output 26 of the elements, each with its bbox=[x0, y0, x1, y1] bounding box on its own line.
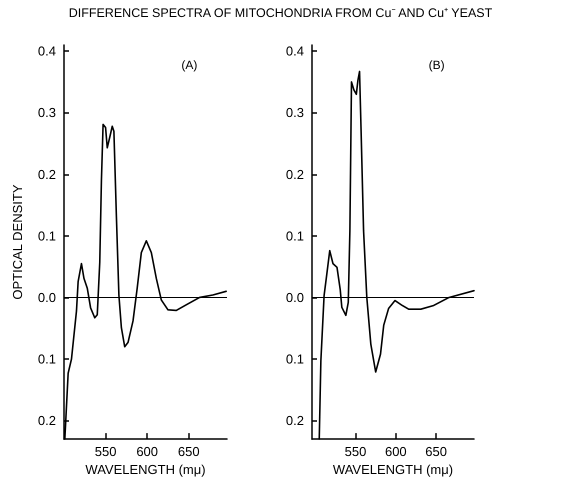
y-tick-label: 0.1 bbox=[38, 352, 56, 367]
x-tick-label: 650 bbox=[425, 444, 447, 460]
y-tick-label: 0.1 bbox=[38, 228, 56, 244]
x-axis-title: WAVELENGTH (mμ) bbox=[332, 462, 454, 477]
y-tick-label: 0.2 bbox=[38, 166, 56, 182]
y-tick-label: 0.0 bbox=[286, 290, 304, 305]
annotation: (B) bbox=[428, 58, 445, 72]
y-tick-label: 0.1 bbox=[286, 352, 304, 367]
y-tick-label: 0.3 bbox=[286, 105, 304, 120]
y-tick-label: 0.3 bbox=[38, 105, 56, 120]
x-tick-label: 550 bbox=[94, 444, 116, 460]
y-tick-label: 0.2 bbox=[38, 413, 56, 428]
x-tick-label: 600 bbox=[384, 444, 407, 460]
y-axis-title: OPTICAL DENSITY bbox=[10, 184, 25, 300]
x-tick-label: 600 bbox=[136, 444, 158, 460]
y-tick-label: 0.2 bbox=[286, 166, 304, 182]
y-tick-label: 0.4 bbox=[286, 44, 304, 59]
y-tick-label: 0.4 bbox=[38, 44, 56, 59]
x-axis-title: WAVELENGTH (mμ) bbox=[85, 462, 206, 477]
y-tick-label: 0.1 bbox=[286, 228, 304, 244]
y-tick-label: 0.0 bbox=[38, 290, 56, 305]
text: DIFFERENCE SPECTRA OF MITOCHONDRIA FROM Cu⁻ AND Cu⁺ YEAST bbox=[68, 5, 494, 21]
y-tick-label: 0.2 bbox=[286, 413, 304, 428]
x-tick-label: 650 bbox=[178, 444, 200, 460]
x-tick-label: 550 bbox=[344, 444, 366, 460]
annotation: (A) bbox=[181, 58, 198, 72]
